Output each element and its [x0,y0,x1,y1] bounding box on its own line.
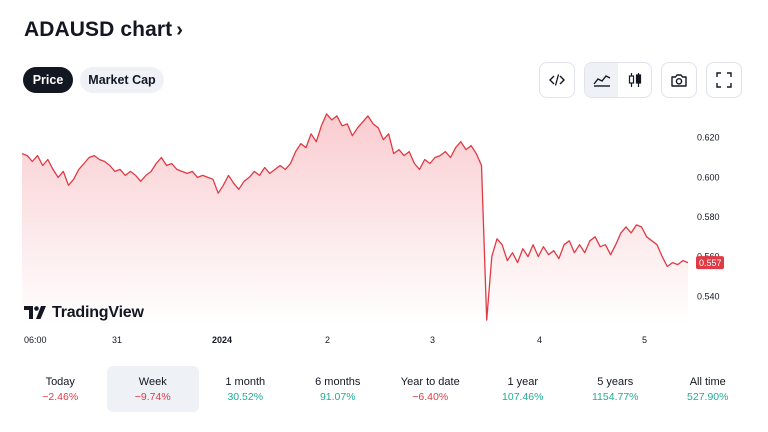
period-change: −9.74% [134,390,171,403]
x-axis: 06:00 31 2024 2 3 4 5 [24,335,647,345]
x-tick-label: 5 [642,335,647,345]
period-change: 107.46% [502,390,544,403]
period-all-time[interactable]: All time 527.90% [662,366,755,412]
tradingview-logo-icon [24,306,46,319]
period-label: Year to date [400,375,460,388]
period-change: 527.90% [687,390,729,403]
camera-icon [671,73,687,87]
last-price-value: 0.557 [699,258,722,268]
chart-style-toggle [584,62,652,98]
period-label: 1 year [507,375,539,388]
y-tick-label: 0.540 [697,291,720,301]
embed-button[interactable] [539,62,575,98]
candlestick-icon [628,73,641,87]
fullscreen-icon [716,72,732,88]
area-style-button[interactable] [585,63,618,97]
period-1-month[interactable]: 1 month 30.52% [199,366,292,412]
area-chart-icon [592,75,610,87]
chart-series-line [21,113,689,321]
x-tick-label: 4 [537,335,542,345]
x-tick-label: 2 [325,335,330,345]
fullscreen-button[interactable] [706,62,742,98]
candle-style-button[interactable] [618,63,651,97]
period-6-months[interactable]: 6 months 91.07% [292,366,385,412]
period-label: All time [689,375,726,388]
last-price-marker: 0.557 [696,256,724,270]
period-5-years[interactable]: 5 years 1154.77% [569,366,662,412]
watermark-text: TradingView [52,304,144,321]
x-tick-label: 3 [430,335,435,345]
code-embed-icon [549,74,565,86]
period-label: 6 months [315,375,361,388]
last-price-badge [696,256,724,270]
x-tick-label: 06:00 [24,335,47,345]
period-today[interactable]: Today −2.46% [14,366,107,412]
chevron-right-icon: › [176,19,183,41]
x-tick-label: 31 [112,335,122,345]
period-label: 5 years [597,375,634,388]
y-tick-label: 0.620 [697,133,720,143]
tab-market-cap[interactable]: Market Cap [80,67,164,93]
period-change: 30.52% [227,390,264,403]
period-label: 1 month [225,375,266,388]
period-label: Week [138,375,167,388]
snapshot-button[interactable] [661,62,697,98]
page-title[interactable]: ADAUSD chart › [24,18,183,42]
period-change: 1154.77% [591,390,639,403]
period-1-year[interactable]: 1 year 107.46% [477,366,570,412]
period-year-to-date[interactable]: Year to date −6.40% [384,366,477,412]
page-title-text: ADAUSD chart [24,18,173,41]
period-label: Today [45,375,75,388]
period-week[interactable]: Week −9.74% [106,366,199,412]
y-tick-label: 0.600 [697,172,720,182]
y-tick-label: 0.580 [697,212,720,222]
period-change: 91.07% [319,390,356,403]
tab-price[interactable]: Price [23,67,73,93]
period-change: −6.40% [412,390,449,403]
x-tick-label: 2024 [212,335,232,345]
period-change: −2.46% [42,390,79,403]
period-selector: Today −2.46% Week −9.74% 1 month 30.52% … [14,366,754,412]
chart-area-fill [22,113,688,327]
tradingview-watermark: TradingView [24,304,144,322]
